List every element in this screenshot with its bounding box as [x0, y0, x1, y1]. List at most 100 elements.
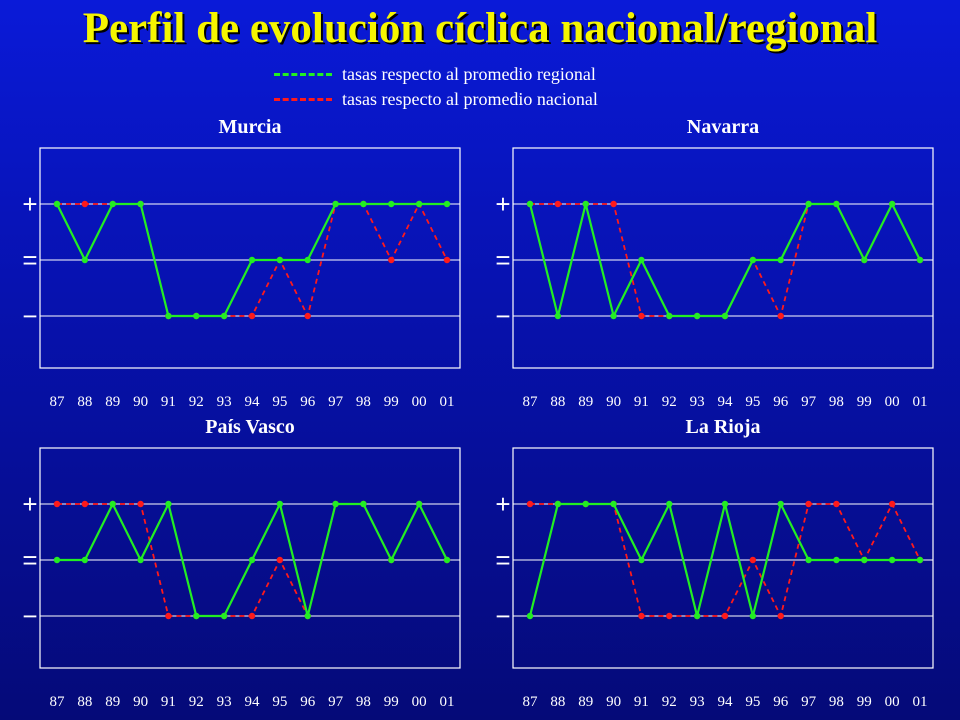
point-regional	[526, 612, 534, 620]
point-regional	[582, 200, 589, 208]
point-regional	[304, 612, 311, 620]
tick-label: 89	[578, 394, 593, 410]
tick-label: 99	[857, 694, 872, 710]
tick-label: 00	[885, 394, 900, 410]
point-regional	[861, 556, 868, 564]
point-nacional	[443, 256, 451, 264]
point-regional	[193, 612, 200, 620]
panel-title: La Rioja	[686, 416, 761, 438]
point-regional	[276, 500, 284, 508]
legend-label-nacional: tasas respecto al promedio nacional	[342, 88, 598, 109]
point-nacional	[388, 256, 395, 264]
point-regional	[388, 556, 395, 564]
tick-label: 90	[606, 694, 621, 710]
point-regional	[721, 500, 729, 508]
point-regional	[248, 556, 256, 564]
tick-label: 99	[384, 694, 399, 710]
level-label: −	[495, 601, 510, 631]
level-label: −	[22, 301, 37, 331]
tick-label: 89	[105, 694, 120, 710]
point-nacional	[554, 200, 562, 208]
point-regional	[610, 500, 617, 508]
tick-label: 90	[133, 394, 148, 410]
legend-swatch-regional	[274, 72, 332, 76]
point-regional	[276, 256, 284, 264]
point-regional	[777, 256, 784, 264]
point-regional	[693, 312, 701, 320]
point-regional	[220, 612, 228, 620]
tick-label: 96	[300, 394, 316, 410]
point-regional	[415, 200, 423, 208]
point-regional	[248, 256, 256, 264]
point-regional	[693, 612, 701, 620]
point-regional	[721, 312, 729, 320]
point-regional	[81, 556, 89, 564]
tick-label: 96	[300, 694, 316, 710]
tick-label: 92	[189, 394, 204, 410]
level-label: +	[495, 189, 510, 219]
point-regional	[833, 200, 840, 208]
point-nacional	[805, 500, 812, 508]
point-regional	[610, 312, 617, 320]
level-label: −	[495, 301, 510, 331]
point-regional	[805, 556, 812, 564]
tick-label: 01	[440, 394, 455, 410]
tick-label: 00	[412, 394, 427, 410]
point-regional	[638, 556, 645, 564]
point-regional	[833, 556, 840, 564]
tick-label: 87	[50, 394, 66, 410]
point-nacional	[638, 612, 645, 620]
tick-label: 92	[662, 394, 677, 410]
tick-label: 94	[245, 694, 261, 710]
point-regional	[165, 500, 172, 508]
point-regional	[304, 256, 311, 264]
point-nacional	[165, 612, 172, 620]
point-regional	[109, 500, 116, 508]
tick-label: 94	[245, 394, 261, 410]
point-regional	[53, 556, 61, 564]
point-nacional	[248, 312, 256, 320]
tick-label: 91	[161, 694, 176, 710]
legend-label-regional: tasas respecto al promedio regional	[342, 63, 596, 84]
tick-label: 95	[745, 694, 760, 710]
tick-label: 92	[189, 694, 204, 710]
tick-label: 98	[356, 394, 371, 410]
page-title: Perfil de evolución cíclica nacional/reg…	[82, 5, 878, 52]
tick-label: 93	[690, 394, 705, 410]
tick-label: 88	[550, 394, 565, 410]
point-regional	[638, 256, 645, 264]
point-nacional	[304, 312, 311, 320]
tick-label: 89	[578, 694, 593, 710]
point-regional	[415, 500, 423, 508]
point-regional	[554, 500, 562, 508]
point-nacional	[833, 500, 840, 508]
point-regional	[165, 312, 172, 320]
tick-label: 88	[77, 394, 92, 410]
legend-item-regional: tasas respecto al promedio regional	[274, 64, 596, 84]
tick-label: 98	[356, 694, 371, 710]
point-regional	[360, 500, 367, 508]
tick-label: 99	[384, 394, 399, 410]
tick-label: 91	[634, 694, 649, 710]
point-nacional	[81, 200, 89, 208]
level-label: =	[22, 245, 37, 275]
point-regional	[888, 556, 896, 564]
level-label: +	[22, 489, 37, 519]
point-regional	[861, 256, 868, 264]
tick-label: 94	[718, 394, 734, 410]
point-nacional	[888, 500, 896, 508]
panel-title: País Vasco	[205, 416, 294, 438]
tick-label: 93	[217, 694, 232, 710]
point-regional	[109, 200, 116, 208]
tick-label: 90	[606, 394, 621, 410]
point-regional	[526, 200, 534, 208]
point-regional	[388, 200, 395, 208]
tick-label: 96	[773, 394, 789, 410]
tick-label: 88	[550, 694, 565, 710]
panel-frame	[512, 447, 934, 669]
point-regional	[749, 612, 757, 620]
tick-label: 95	[272, 394, 287, 410]
point-nacional	[53, 500, 61, 508]
tick-label: 95	[745, 394, 760, 410]
point-nacional	[777, 312, 784, 320]
